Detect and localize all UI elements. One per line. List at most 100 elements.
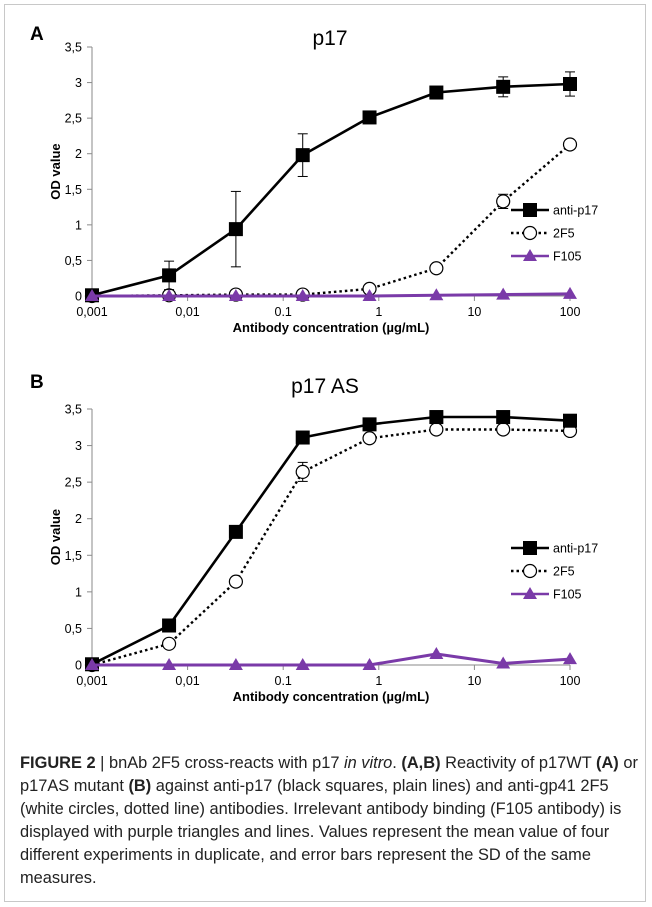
y-tick-label: 0 [75,659,82,673]
y-tick-label: 1,5 [65,549,82,563]
caption-label: FIGURE 2 [20,754,96,772]
caption-bold-a: (A) [596,754,619,772]
legend-label: 2F5 [553,565,575,579]
legend-marker-2F5 [522,563,538,579]
data-point-2F5 [362,431,377,446]
data-point-2F5 [228,574,243,589]
y-tick-label: 0,5 [65,622,82,636]
legend-marker-anti-p17 [523,541,537,555]
y-tick-label: 1 [75,585,82,599]
legend-label: anti-p17 [553,542,598,556]
caption-text-4: or p17AS mutant [20,754,638,795]
caption-bold-b: (B) [128,777,152,795]
chart-title: p17 AS [291,375,359,398]
legend-marker-F105 [523,587,537,599]
data-point-anti-p17 [496,79,511,94]
figure-frame [4,4,646,902]
data-point-F105 [563,652,577,665]
y-tick-label: 0 [75,290,82,304]
x-tick-label: 100 [560,305,581,319]
x-tick-label: 0,001 [76,305,107,319]
data-point-anti-p17 [429,410,444,425]
data-point-anti-p17 [496,410,511,425]
data-point-F105 [162,289,177,301]
y-axis-label: OD value [48,509,63,565]
caption-italic: in vitro [344,754,393,772]
data-point-F105 [496,287,511,300]
chart-title: p17 [312,27,347,50]
data-point-2F5 [496,422,511,437]
x-tick-label: 100 [560,674,581,688]
legend-marker-anti-p17 [523,203,537,217]
y-tick-label: 3 [75,76,82,90]
y-tick-label: 3,5 [65,41,82,55]
legend-label: 2F5 [553,227,575,241]
series-line-F105 [92,652,571,667]
caption-text-3: Reactivity of p17WT [440,754,597,772]
x-tick-label: 1 [375,305,382,319]
y-tick-label: 1 [75,218,82,232]
data-point-F105 [496,656,511,669]
x-tick-label: 10 [467,674,481,688]
caption-text-2: . [392,754,402,772]
x-tick-label: 0.1 [275,674,292,688]
x-tick-label: 0,01 [175,674,199,688]
series-line-2F5 [91,428,571,667]
data-point-anti-p17 [228,222,243,237]
data-point-anti-p17 [295,430,310,445]
panel-letter: B [30,372,44,393]
data-point-F105 [295,289,310,301]
y-tick-label: 0,5 [65,254,82,268]
legend-label: F105 [553,588,582,602]
figure-caption: FIGURE 2 | bnAb 2F5 cross-reacts with p1… [20,752,640,890]
data-point-2F5 [295,464,310,480]
legend-label: F105 [553,250,582,264]
data-point-F105 [295,658,310,670]
x-axis-label: Antibody concentration (µg/mL) [233,689,430,704]
x-axis-label: Antibody concentration (µg/mL) [233,320,430,335]
series-line-anti-p17 [91,415,571,666]
y-axis-label: OD value [48,143,63,199]
y-tick-label: 2,5 [65,476,82,490]
y-tick-label: 3,5 [65,403,82,417]
data-point-F105 [85,289,99,301]
series-line-F105 [92,292,571,298]
x-tick-label: 0.1 [275,305,292,319]
data-point-anti-p17 [162,268,177,283]
data-point-anti-p17 [362,110,377,125]
data-point-anti-p17 [295,148,310,163]
y-tick-label: 3 [75,439,82,453]
x-tick-label: 1 [375,674,382,688]
x-tick-label: 0,01 [175,305,199,319]
data-point-anti-p17 [429,85,444,100]
data-point-2F5 [429,422,444,437]
data-point-2F5 [161,636,177,651]
data-point-F105 [228,289,243,301]
data-point-2F5 [562,137,578,152]
data-point-anti-p17 [362,417,377,432]
caption-bold-ab: (A,B) [401,754,441,772]
legend-label: anti-p17 [553,204,598,218]
data-point-F105 [162,658,177,670]
data-point-F105 [362,289,377,301]
data-point-F105 [429,647,444,660]
x-tick-label: 10 [467,305,481,319]
data-point-anti-p17 [563,413,577,428]
caption-text-1: | bnAb 2F5 cross-reacts with p17 [95,754,344,772]
data-point-anti-p17 [228,524,243,539]
data-point-F105 [228,658,243,670]
data-point-F105 [85,658,99,670]
data-point-F105 [429,288,444,301]
panel-letter: A [30,24,44,45]
legend-marker-2F5 [522,225,538,241]
data-point-2F5 [496,194,511,209]
y-tick-label: 2 [75,512,82,526]
y-tick-label: 2,5 [65,112,82,126]
legend-marker-F105 [523,249,537,261]
series-line-anti-p17 [91,82,571,297]
y-tick-label: 1,5 [65,183,82,197]
data-point-anti-p17 [563,76,577,91]
x-tick-label: 0,001 [76,674,107,688]
